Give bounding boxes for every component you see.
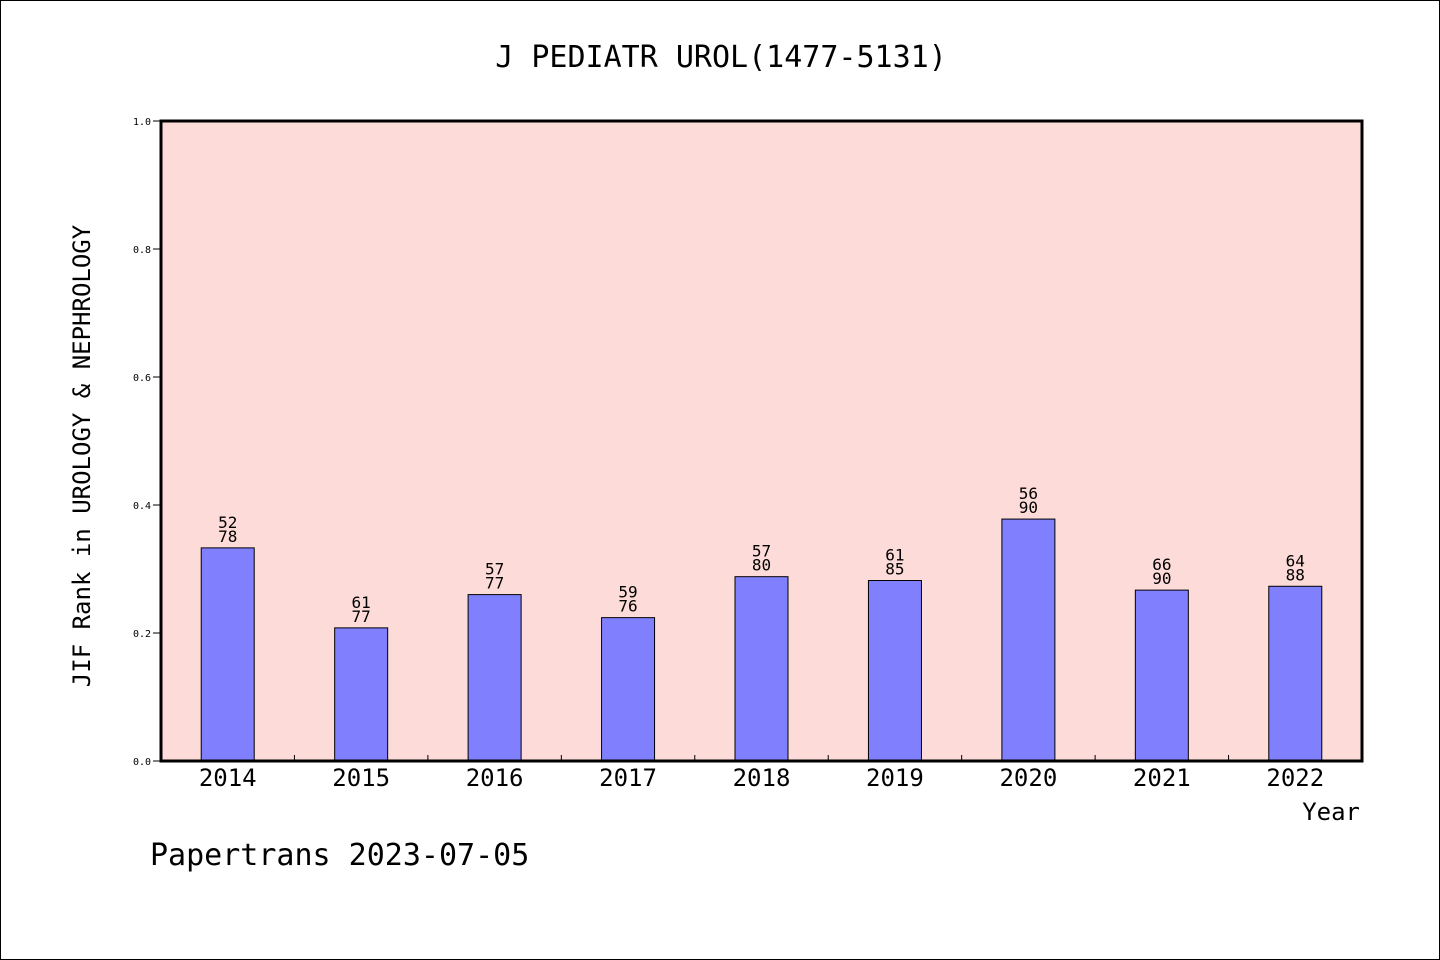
bar-rank-label: 56	[1019, 484, 1038, 503]
x-tick-label: 2014	[199, 764, 257, 792]
bar-2021	[1134, 589, 1189, 762]
x-tick-label: 2016	[466, 764, 524, 792]
bar-total-label: 76	[618, 597, 637, 616]
bar-total-label: 77	[352, 607, 371, 626]
x-tick-label: 2015	[332, 764, 390, 792]
x-tick-label: 2019	[866, 764, 924, 792]
y-tick-label: 1.0	[133, 117, 151, 128]
x-tick-label: 2020	[999, 764, 1057, 792]
bar-rank-label: 64	[1286, 551, 1305, 570]
bar-rank-label: 57	[485, 560, 504, 579]
bar-rank-label: 59	[618, 583, 637, 602]
x-tick-label: 2021	[1133, 764, 1191, 792]
y-axis: 0.0 0.2 0.4 0.6 0.8 1.0	[133, 117, 161, 768]
y-tick-label: 0.0	[133, 757, 151, 768]
bar-total-label: 77	[485, 574, 504, 593]
bar-2016	[467, 594, 522, 762]
bar-total-label: 85	[885, 560, 904, 579]
bar-total-label: 78	[218, 527, 237, 546]
y-tick-label: 0.4	[133, 501, 151, 512]
bar-2020	[1001, 518, 1056, 762]
x-axis: 2014 2015 2016 2017 2018 2019 2020 2021 2022	[199, 755, 1324, 792]
bar-rank-label: 61	[352, 593, 371, 612]
plot-border	[159, 119, 1364, 763]
bar-rank-label: 52	[218, 513, 237, 532]
bar-2017	[601, 617, 656, 762]
bar-2019	[867, 580, 922, 762]
footer-credit: Papertrans 2023-07-05	[150, 838, 529, 873]
chart-title: J PEDIATR UROL(1477-5131)	[495, 40, 947, 75]
y-tick-label: 0.6	[133, 373, 151, 384]
y-axis-label: JIF Rank in UROLOGY & NEPHROLOGY	[68, 224, 96, 687]
x-tick-label: 2017	[599, 764, 657, 792]
bar-total-label: 90	[1152, 569, 1171, 588]
bar-total-label: 80	[752, 556, 771, 575]
bar-2014	[200, 547, 255, 762]
bar-2022	[1268, 585, 1323, 762]
bar-rank-label: 61	[885, 546, 904, 565]
bar-rank-label: 66	[1152, 555, 1171, 574]
x-tick-label: 2022	[1266, 764, 1324, 792]
x-axis-label: Year	[1302, 798, 1360, 826]
y-tick-label: 0.8	[133, 245, 151, 256]
bar-total-label: 90	[1019, 498, 1038, 517]
bar-2015	[334, 627, 389, 762]
y-tick-label: 0.2	[133, 629, 151, 640]
bar-rank-label: 57	[752, 542, 771, 561]
bar-total-label: 88	[1286, 565, 1305, 584]
bar-2018	[734, 576, 789, 762]
x-tick-label: 2018	[733, 764, 791, 792]
